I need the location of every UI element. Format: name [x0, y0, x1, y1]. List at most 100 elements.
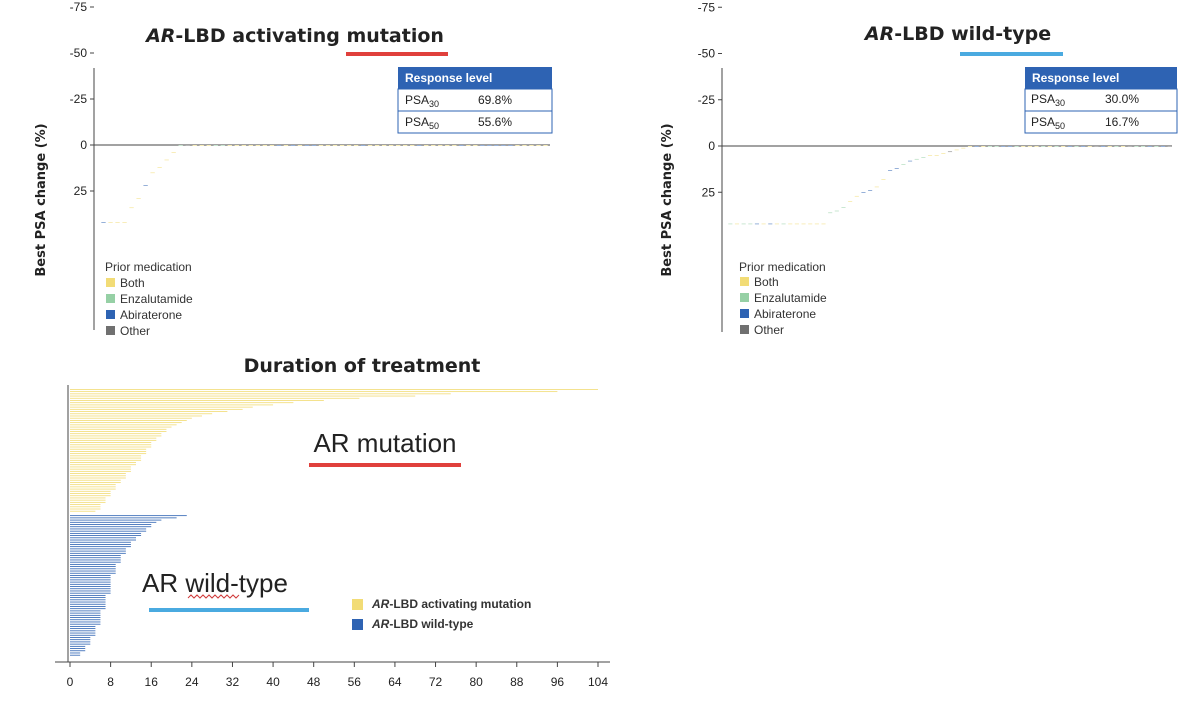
chart2-bar	[841, 207, 846, 208]
chart2-bars	[728, 146, 1172, 225]
chart2-bar	[761, 223, 766, 225]
chart2-bar	[1134, 146, 1139, 147]
chart1-legend-swatch-other	[106, 326, 115, 335]
chart3-bar-wildtype	[70, 612, 101, 614]
chart2-bar	[1127, 146, 1132, 147]
chart1-bar	[529, 145, 534, 146]
chart2-bar	[754, 223, 760, 225]
chart2-bar	[861, 192, 866, 193]
chart3-bar-wildtype	[70, 515, 187, 517]
chart2-legend-swatch-abiraterone	[740, 309, 749, 318]
ar-wildtype-part-3: -type	[230, 568, 288, 598]
chart3-bar-wildtype	[70, 550, 126, 552]
chart3-bar-mutation	[70, 457, 142, 459]
chart3-x-tick-label: 40	[266, 675, 280, 689]
chart3-bar-mutation	[70, 459, 142, 461]
chart2-bar	[848, 201, 853, 202]
chart2-psa50-sub: 50	[1055, 121, 1065, 131]
chart3-bar-mutation	[70, 442, 152, 443]
chart3-legend-wildtype-rest: -LBD wild-type	[389, 617, 473, 631]
chart2-y-tick-label: 25	[702, 185, 716, 199]
chart2-bar	[814, 223, 819, 225]
ar-wildtype-annotation: AR wild-type	[142, 568, 288, 598]
chart2-bar	[1027, 146, 1032, 147]
chart2-bar	[901, 164, 906, 165]
wildtype-waterfall-chart: AR-LBD wild-type Best PSA change (%) 25 0…	[660, 0, 1178, 337]
chart3-x-tick-label: 88	[510, 675, 524, 689]
chart2-y-ticks: 250-25-50-75-100	[698, 0, 722, 199]
chart2-bar	[1160, 146, 1166, 147]
chart2-y-axis-label: Best PSA change (%)	[660, 123, 675, 276]
chart2-bar	[967, 146, 973, 147]
chart1-y-tick-label: 0	[80, 138, 87, 152]
chart1-legend-label-both: Both	[120, 276, 145, 290]
chart3-legend-mutation-rest: -LBD activating mutation	[389, 597, 531, 611]
chart1-bar	[381, 145, 387, 146]
chart3-bar-mutation	[70, 389, 598, 390]
chart1-bar	[101, 222, 106, 223]
chart3-bar-wildtype	[70, 594, 106, 596]
chart1-bar	[276, 145, 282, 146]
chart1-psa30-sub: 30	[429, 99, 439, 109]
chart2-bar	[808, 223, 813, 225]
chart1-legend-label-abiraterone: Abiraterone	[120, 308, 182, 322]
chart2-bar	[734, 223, 740, 225]
chart3-bar-mutation	[70, 439, 157, 441]
chart3-bar-wildtype	[70, 566, 116, 568]
chart3-bar-mutation	[70, 499, 106, 501]
chart1-bars	[101, 145, 548, 223]
chart1-table-row-2	[397, 110, 553, 134]
chart3-bar-mutation	[70, 488, 116, 490]
chart3-bar-wildtype	[70, 621, 101, 623]
chart3-legend-wildtype-prefix: AR	[371, 617, 390, 631]
chart1-bar	[213, 145, 218, 146]
chart2-bar	[888, 170, 893, 171]
chart2-title-prefix: AR	[863, 23, 894, 45]
chart2-bar	[1007, 146, 1012, 147]
chart3-legend-swatch-wildtype	[352, 619, 363, 630]
chart3-bar-wildtype	[70, 634, 96, 636]
chart3-bar-wildtype	[70, 641, 91, 643]
chart1-bar	[494, 145, 499, 146]
chart3-bar-wildtype	[70, 570, 116, 572]
chart3-bar-wildtype	[70, 606, 106, 607]
chart1-bar	[311, 145, 317, 146]
chart1-bar	[150, 172, 155, 174]
chart1-y-tick-label: -25	[70, 92, 88, 106]
chart1-bar	[304, 145, 310, 146]
chart3-bar-wildtype	[70, 568, 116, 570]
chart2-legend-swatch-other	[740, 325, 749, 334]
chart2-bar	[821, 223, 826, 225]
chart2-bar	[954, 149, 959, 151]
chart1-bar	[269, 145, 275, 146]
chart3-bar-mutation	[70, 464, 136, 466]
chart2-table-row-2	[1024, 110, 1178, 134]
chart1-bar	[192, 145, 197, 146]
ar-wildtype-part-2: wild	[184, 568, 230, 598]
chart3-x-tick-label: 32	[226, 675, 240, 689]
chart2-bar	[828, 212, 833, 214]
chart3-bar-mutation	[70, 455, 142, 457]
chart3-bar-wildtype	[70, 528, 147, 530]
chart3-bar-mutation	[70, 395, 416, 397]
chart1-title-prefix: AR	[144, 25, 175, 47]
chart3-x-tick-label: 24	[185, 675, 199, 689]
chart1-psa50-sub: 50	[429, 121, 439, 131]
chart3-bar-mutation	[70, 433, 162, 435]
chart2-bar	[1114, 146, 1119, 147]
chart1-bar	[459, 145, 464, 146]
chart3-legend: AR-LBD activating mutation AR-LBD wild-t…	[352, 597, 531, 631]
chart3-bar-mutation	[70, 475, 126, 477]
chart3-bar-wildtype	[70, 532, 142, 534]
chart3-x-tick-label: 0	[67, 675, 74, 689]
chart1-bar	[136, 198, 141, 199]
chart2-legend-title: Prior medication	[739, 260, 826, 274]
chart1-bar	[164, 159, 169, 161]
chart3-bar-mutation	[70, 411, 228, 412]
chart2-y-tick-label: -50	[698, 47, 716, 61]
chart1-y-ticks: 250-25-50-75-100	[70, 0, 94, 198]
chart2-legend-label-both: Both	[754, 275, 779, 289]
chart1-y-tick-label: 25	[74, 184, 88, 198]
chart2-bar	[1167, 146, 1172, 147]
chart1-bar	[424, 145, 429, 146]
